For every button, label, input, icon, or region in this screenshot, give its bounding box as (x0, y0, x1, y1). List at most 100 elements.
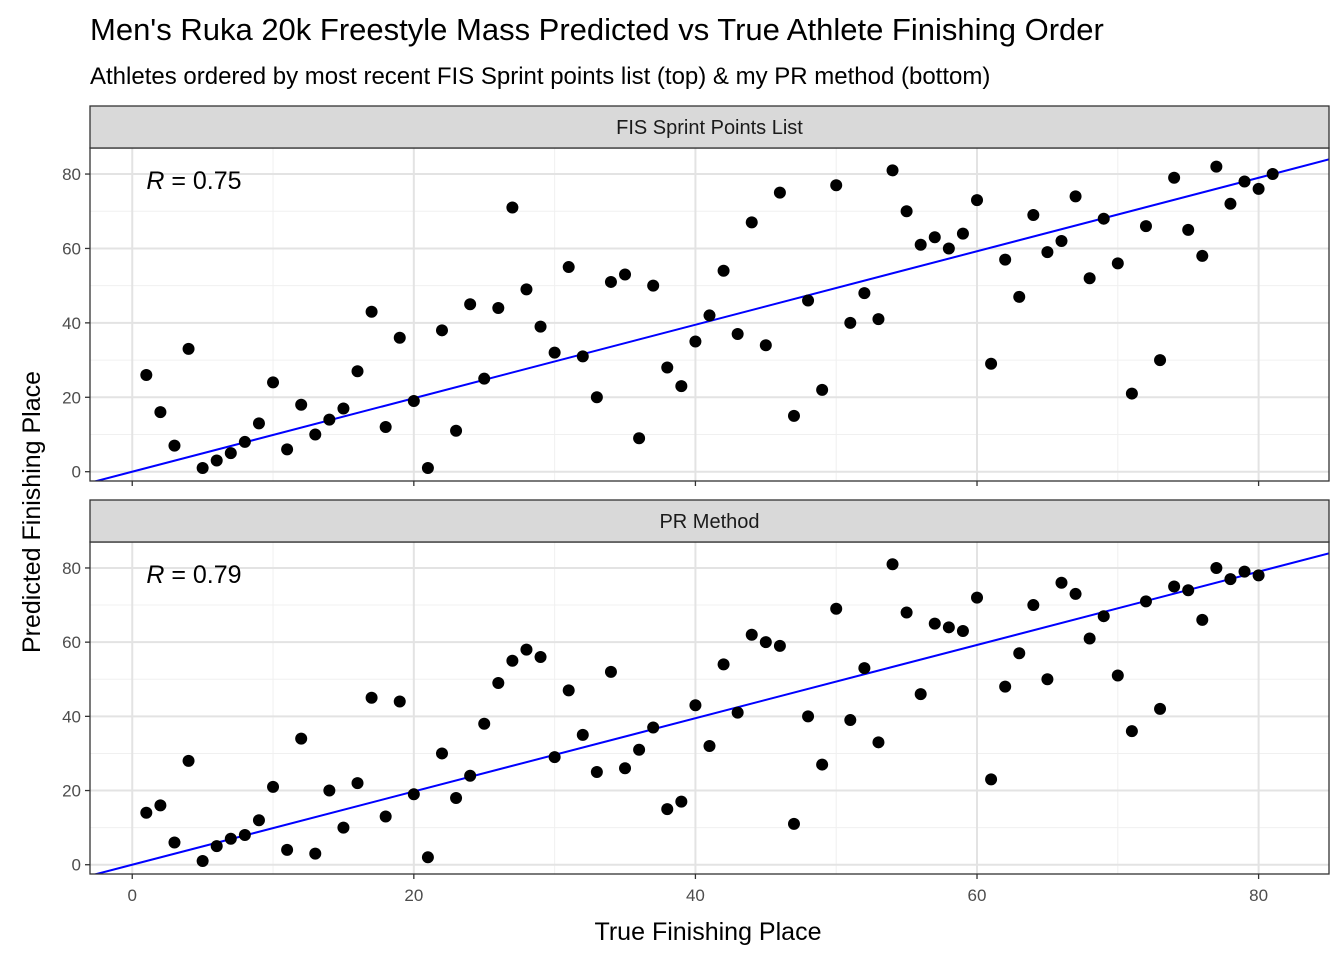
data-point (773, 639, 786, 652)
data-point (985, 773, 998, 786)
chart-subtitle: Athletes ordered by most recent FIS Spri… (90, 63, 990, 90)
data-point (492, 676, 505, 689)
data-point (140, 368, 153, 381)
data-point (520, 643, 533, 656)
data-point (295, 398, 308, 411)
data-point (1055, 235, 1068, 248)
y-tick-label: 60 (62, 633, 81, 652)
y-tick-label: 80 (62, 559, 81, 578)
correlation-symbol: R (146, 561, 164, 589)
data-point (1224, 197, 1237, 210)
data-point (731, 706, 744, 719)
data-point (604, 275, 617, 288)
data-point (224, 447, 237, 460)
data-point (450, 791, 463, 804)
data-point (281, 843, 294, 856)
data-point (1182, 584, 1195, 597)
chart-title: Men's Ruka 20k Freestyle Mass Predicted … (90, 12, 1104, 47)
x-tick-label: 60 (968, 886, 987, 905)
data-point (295, 732, 308, 745)
data-point (1041, 673, 1054, 686)
data-point (562, 261, 575, 274)
data-point (802, 294, 815, 307)
data-point (534, 320, 547, 333)
data-point (830, 602, 843, 615)
x-tick-label: 80 (1249, 886, 1268, 905)
data-point (633, 432, 646, 445)
data-point (520, 283, 533, 296)
data-point (224, 832, 237, 845)
data-point (1252, 182, 1265, 195)
data-point (464, 769, 477, 782)
data-point (816, 758, 829, 771)
data-point (182, 342, 195, 355)
data-point (858, 662, 871, 675)
data-point (1027, 208, 1040, 221)
data-point (619, 762, 632, 775)
data-point (492, 301, 505, 314)
y-tick-label: 20 (62, 388, 81, 407)
data-point (1224, 573, 1237, 586)
data-point (1097, 610, 1110, 623)
data-point (562, 684, 575, 697)
data-point (154, 799, 167, 812)
data-point (337, 821, 350, 834)
data-point (1196, 249, 1209, 262)
data-point (323, 784, 336, 797)
data-point (421, 851, 434, 864)
correlation-value: = 0.79 (164, 561, 241, 589)
data-point (1083, 632, 1096, 645)
data-point (647, 721, 660, 734)
data-point (1252, 569, 1265, 582)
data-point (1154, 702, 1167, 715)
plot-background (90, 542, 1329, 874)
data-point (1111, 257, 1124, 270)
data-point (478, 372, 491, 385)
data-point (351, 365, 364, 378)
data-point (675, 380, 688, 393)
data-point (393, 331, 406, 344)
data-point (267, 780, 280, 793)
data-point (816, 383, 829, 396)
data-point (717, 658, 730, 671)
y-tick-label: 60 (62, 239, 81, 258)
data-point (464, 298, 477, 311)
data-point (759, 339, 772, 352)
data-point (1069, 587, 1082, 600)
data-point (548, 751, 561, 764)
data-point (661, 803, 674, 816)
y-tick-label: 0 (72, 856, 81, 875)
y-axis-title: Predicted Finishing Place (18, 371, 46, 653)
data-point (830, 179, 843, 192)
data-point (323, 413, 336, 426)
y-tick-label: 20 (62, 782, 81, 801)
data-point (1013, 290, 1026, 303)
data-point (450, 424, 463, 437)
data-point (140, 806, 153, 819)
facet-panel: PR Method R = 0.79 0 20 40 60 80 0 20 40 60 80 (62, 499, 1330, 905)
data-point (506, 654, 519, 667)
data-point (1055, 576, 1068, 589)
y-tick-label: 40 (62, 707, 81, 726)
data-point (1111, 669, 1124, 682)
data-point (590, 391, 603, 404)
data-point (745, 216, 758, 229)
data-point (703, 309, 716, 322)
data-point (1210, 561, 1223, 574)
correlation-label: R = 0.75 (146, 167, 241, 195)
data-point (1238, 565, 1251, 578)
data-point (1154, 354, 1167, 367)
data-point (689, 335, 702, 348)
data-point (999, 680, 1012, 693)
data-point (407, 788, 420, 801)
data-point (534, 650, 547, 663)
data-point (252, 814, 265, 827)
x-tick-label: 40 (686, 886, 705, 905)
data-point (379, 421, 392, 434)
data-point (435, 747, 448, 760)
data-point (196, 461, 209, 474)
data-point (999, 253, 1012, 266)
data-point (717, 264, 730, 277)
data-point (1139, 595, 1152, 608)
